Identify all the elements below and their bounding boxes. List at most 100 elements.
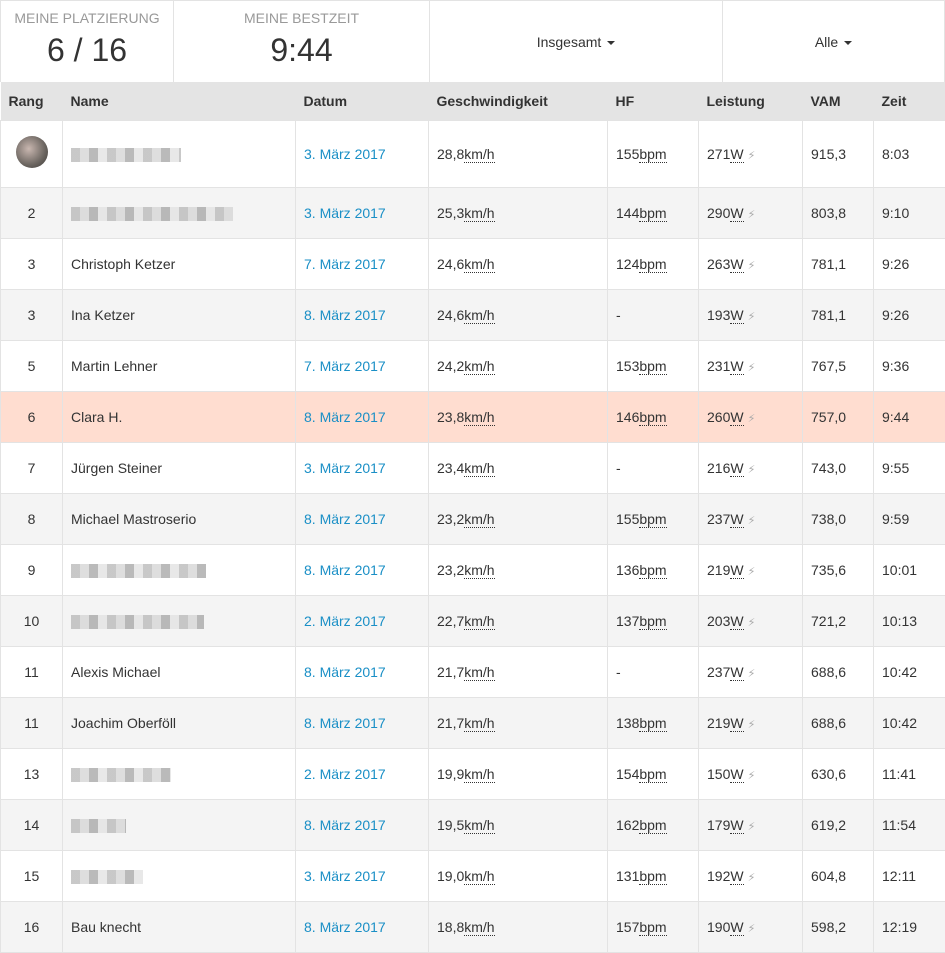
power-value: 216 [707,459,731,476]
hr-unit: bpm [639,255,667,273]
athlete-name[interactable]: Bau knecht [71,918,142,935]
athlete-name[interactable]: Joachim Oberföll [71,714,177,731]
table-row[interactable]: 14 8. März 2017 19,5km/h 162bpm 179W ⚡︎ 6… [0,798,945,851]
table-row[interactable]: 16 Bau knecht 8. März 2017 18,8km/h 157b… [0,900,945,953]
date-link[interactable]: 7. März 2017 [304,357,386,374]
hr-cell: 136bpm [607,543,699,596]
power-cell: 190W ⚡︎ [698,900,803,953]
date-link[interactable]: 3. März 2017 [304,867,386,884]
date-cell: 8. März 2017 [295,696,429,749]
time-cell: 9:55 [873,441,945,494]
table-row[interactable]: 10 2. März 2017 22,7km/h 137bpm 203W ⚡︎ 7… [0,594,945,647]
time-cell: 9:10 [873,186,945,239]
hr-cell: 153bpm [607,339,699,392]
date-link[interactable]: 8. März 2017 [304,408,386,425]
date-link[interactable]: 3. März 2017 [304,459,386,476]
name-cell: Christoph Ketzer [62,237,296,290]
power-unit: W [730,765,744,783]
hr-cell: 155bpm [607,119,699,188]
date-cell: 7. März 2017 [295,237,429,290]
hr-cell: 146bpm [607,390,699,443]
rank-cell: 15 [0,849,63,902]
athlete-name[interactable]: Alexis Michael [71,663,161,680]
date-link[interactable]: 8. März 2017 [304,663,386,680]
leaderboard-table: Rang Name Datum Geschwindigkeit HF Leist… [0,82,945,953]
hr-value: - [616,663,621,680]
avatar[interactable] [15,136,48,168]
athlete-name[interactable]: Michael Mastroserio [71,510,197,527]
hr-value: 124 [616,255,640,272]
table-row[interactable]: 11 Joachim Oberföll 8. März 2017 21,7km/… [0,696,945,749]
speed-cell: 24,2km/h [428,339,608,392]
rank-cell: 14 [0,798,63,851]
rank: 2 [27,204,36,221]
date-link[interactable]: 2. März 2017 [304,765,386,782]
date-link[interactable]: 8. März 2017 [304,816,386,833]
date-link[interactable]: 8. März 2017 [304,510,386,527]
rank: 16 [23,918,40,935]
date-link[interactable]: 3. März 2017 [304,204,386,221]
col-hf: HF [607,82,699,120]
table-row[interactable]: 9 8. März 2017 23,2km/h 136bpm 219W ⚡︎ 73… [0,543,945,596]
table-row[interactable]: 8 Michael Mastroserio 8. März 2017 23,2k… [0,492,945,545]
hr-cell: 144bpm [607,186,699,239]
power-value: 219 [707,714,731,731]
date-link[interactable]: 8. März 2017 [304,714,386,731]
lightning-icon: ⚡︎ [747,769,756,782]
speed-cell: 23,8km/h [428,390,608,443]
table-row[interactable]: 3 Ina Ketzer 8. März 2017 24,6km/h - 193… [0,288,945,341]
table-row[interactable]: 5 Martin Lehner 7. März 2017 24,2km/h 15… [0,339,945,392]
rank-cell: 10 [0,594,63,647]
athlete-name[interactable]: Ina Ketzer [71,306,135,323]
time-cell: 9:44 [873,390,945,443]
power-unit: W [730,714,744,732]
power-cell: 271W ⚡︎ [698,119,803,188]
power-value: 190 [707,918,731,935]
hr-cell: 162bpm [607,798,699,851]
table-row[interactable]: 7 Jürgen Steiner 3. März 2017 23,4km/h -… [0,441,945,494]
table-row[interactable]: 13 2. März 2017 19,9km/h 154bpm 150W ⚡︎ 6… [0,747,945,800]
athlete-name[interactable]: Christoph Ketzer [71,255,176,272]
speed-unit: km/h [464,459,495,477]
athlete-name[interactable]: Jürgen Steiner [71,459,163,476]
filter-dropdown-overall[interactable]: Insgesamt [430,1,723,82]
table-row[interactable]: 3. März 2017 28,8km/h 155bpm 271W ⚡︎ 915,… [0,119,945,188]
rank: 8 [27,510,36,527]
speed-value: 24,2 [437,357,465,374]
hr-cell: 137bpm [607,594,699,647]
date-link[interactable]: 8. März 2017 [304,561,386,578]
speed-unit: km/h [464,714,495,732]
name-cell: Martin Lehner [62,339,296,392]
lightning-icon: ⚡︎ [747,208,756,221]
filter-dropdown-all[interactable]: Alle [723,1,944,82]
hr-unit: bpm [639,765,667,783]
caret-down-icon [607,40,616,45]
rank: 13 [23,765,40,782]
date-link[interactable]: 8. März 2017 [304,306,386,323]
power-cell: 193W ⚡︎ [698,288,803,341]
lightning-icon: ⚡︎ [747,820,756,833]
hr-cell: 138bpm [607,696,699,749]
lightning-icon: ⚡︎ [747,667,756,680]
date-link[interactable]: 7. März 2017 [304,255,386,272]
athlete-name[interactable]: Clara H. [71,408,123,425]
table-row[interactable]: 2 3. März 2017 25,3km/h 144bpm 290W ⚡︎ 80… [0,186,945,239]
time-cell: 10:01 [873,543,945,596]
table-row[interactable]: 15 3. März 2017 19,0km/h 131bpm 192W ⚡︎ 6… [0,849,945,902]
speed-value: 22,7 [437,612,465,629]
table-row[interactable]: 11 Alexis Michael 8. März 2017 21,7km/h … [0,645,945,698]
table-row[interactable]: 3 Christoph Ketzer 7. März 2017 24,6km/h… [0,237,945,290]
table-row[interactable]: 6 Clara H. 8. März 2017 23,8km/h 146bpm … [0,390,945,443]
blurred-name [71,147,181,162]
best-time-label: Meine Bestzeit [243,10,360,26]
date-link[interactable]: 2. März 2017 [304,612,386,629]
date-link[interactable]: 3. März 2017 [304,145,386,162]
athlete-name[interactable]: Martin Lehner [71,357,158,374]
placement-label: Meine Platzierung [14,10,160,26]
lightning-icon: ⚡︎ [747,259,756,272]
name-cell [62,798,296,851]
date-link[interactable]: 8. März 2017 [304,918,386,935]
vam-cell: 619,2 [802,798,874,851]
speed-unit: km/h [464,145,495,163]
rank: 15 [23,867,40,884]
